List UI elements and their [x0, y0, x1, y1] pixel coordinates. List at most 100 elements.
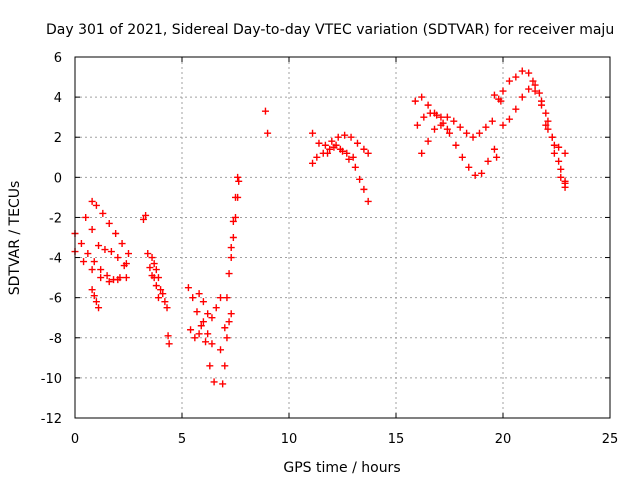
data-point	[165, 340, 173, 348]
data-point	[88, 266, 96, 274]
series-track-7	[148, 254, 165, 294]
data-point	[227, 310, 235, 318]
series-track-9	[184, 284, 218, 386]
data-point	[443, 125, 451, 133]
data-point	[356, 175, 364, 183]
data-point	[154, 294, 162, 302]
data-point	[235, 177, 243, 185]
y-tick-label: 4	[54, 91, 62, 106]
data-point	[80, 258, 88, 266]
data-point	[107, 248, 115, 256]
data-point	[88, 286, 96, 294]
data-point	[531, 87, 539, 95]
data-point	[202, 338, 210, 346]
data-point	[360, 145, 368, 153]
data-point	[343, 149, 351, 157]
data-point	[195, 330, 203, 338]
chart-title: Day 301 of 2021, Sidereal Day-to-day VTE…	[46, 22, 614, 38]
data-point	[326, 145, 334, 153]
y-tick-label: -6	[49, 292, 62, 307]
plot-border	[74, 56, 611, 419]
data-point	[125, 250, 132, 258]
y-tick-label: 2	[54, 131, 62, 146]
data-point	[535, 89, 543, 97]
data-point	[330, 143, 338, 151]
data-point	[148, 254, 156, 262]
data-point	[118, 240, 126, 248]
data-point	[418, 93, 426, 101]
data-point	[229, 234, 237, 241]
data-point	[561, 183, 569, 191]
data-point	[490, 91, 498, 99]
data-point	[450, 117, 458, 125]
data-point	[505, 115, 513, 123]
data-point	[199, 318, 207, 326]
series-track-22	[490, 91, 505, 105]
data-point	[446, 129, 453, 137]
data-point	[114, 276, 122, 284]
data-point	[364, 149, 372, 157]
series-track-1	[71, 229, 130, 284]
data-point	[351, 163, 359, 171]
series-track-20	[413, 109, 498, 179]
data-point	[544, 125, 552, 133]
data-point	[163, 304, 171, 312]
data-point	[225, 270, 233, 278]
data-point	[184, 284, 192, 292]
data-point	[159, 290, 167, 298]
data-point	[458, 153, 466, 161]
data-point	[189, 294, 197, 302]
y-tick-label: 0	[54, 171, 62, 186]
data-point	[105, 278, 113, 286]
data-point	[77, 240, 85, 248]
series-track-18	[324, 143, 357, 161]
series-track-14	[227, 177, 243, 262]
data-point	[557, 173, 565, 181]
data-point	[413, 121, 421, 129]
data-point	[529, 77, 537, 85]
data-point	[92, 201, 100, 209]
data-point	[309, 159, 317, 167]
data-point	[420, 113, 428, 121]
data-point	[550, 141, 558, 149]
data-point	[223, 334, 231, 342]
data-point	[548, 133, 556, 141]
data-point	[488, 117, 496, 125]
data-point	[208, 340, 216, 348]
data-point	[345, 155, 353, 163]
data-point	[437, 113, 445, 121]
x-tick-label: 5	[178, 432, 186, 447]
data-point	[97, 266, 105, 274]
series-track-23	[493, 153, 501, 161]
data-point	[484, 157, 492, 165]
series-track-10	[187, 318, 216, 348]
data-point	[195, 290, 203, 298]
data-point	[219, 380, 227, 388]
data-point	[550, 149, 558, 157]
data-point	[433, 111, 441, 119]
data-point	[555, 157, 563, 165]
data-point	[353, 139, 361, 147]
data-point	[518, 67, 526, 75]
data-point	[531, 81, 539, 89]
series-track-27	[542, 121, 569, 157]
series-track-21	[418, 121, 451, 157]
data-point	[150, 260, 158, 268]
data-point	[424, 101, 432, 109]
data-point	[324, 149, 332, 157]
data-point	[204, 330, 212, 338]
series-track-25	[499, 85, 569, 191]
data-point	[221, 362, 229, 370]
data-point	[309, 129, 317, 137]
series-track-13	[219, 310, 235, 388]
y-tick-label: -12	[41, 412, 62, 427]
data-point	[499, 121, 507, 129]
data-point	[114, 254, 122, 262]
data-point	[538, 101, 546, 109]
data-point	[90, 292, 98, 300]
data-point	[525, 69, 533, 77]
data-point	[478, 169, 486, 177]
data-point	[505, 77, 513, 85]
